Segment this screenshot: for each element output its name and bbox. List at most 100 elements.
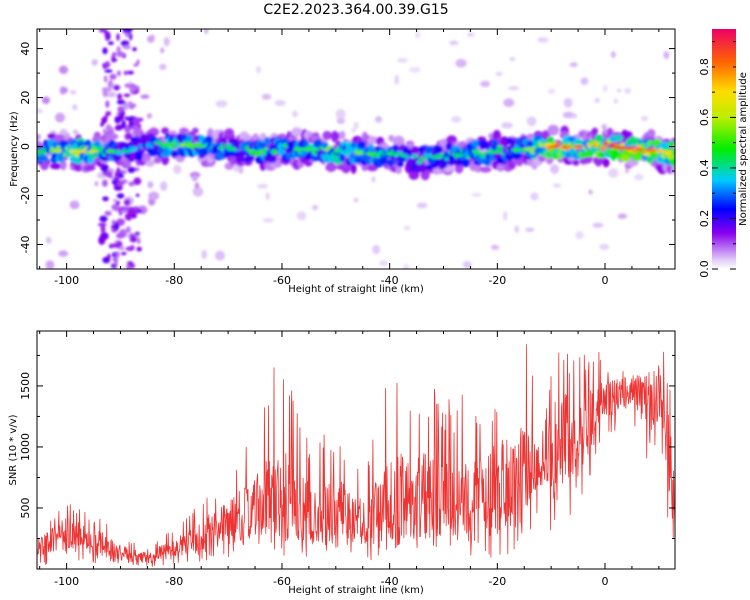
heat-cell [136,246,142,252]
heat-cell [102,179,108,187]
heat-cell [374,116,383,123]
colorbar-tick-label: 0.6 [698,109,711,127]
heat-cell [127,212,132,221]
heat-cell [392,144,399,152]
heat-cell [258,142,267,149]
heat-cell [354,151,364,155]
heat-cell [378,157,389,165]
heat-cell [610,51,616,58]
heat-cell [124,116,129,121]
heat-cell [129,33,133,41]
heat-cell [160,181,168,191]
heat-cell [580,77,589,86]
heat-cell [130,245,135,250]
x-tick-label: -100 [54,575,79,588]
heat-cell [392,152,400,156]
heat-cell [246,154,255,162]
heat-cell [96,146,104,152]
spectrogram-frame [36,28,676,270]
heat-cell [479,166,492,173]
heat-cell [411,154,419,159]
heat-cell [160,47,165,54]
heat-cell [91,59,98,66]
heat-cell [102,256,111,264]
heat-cell [526,116,537,127]
heat-cell [109,73,117,80]
heat-cell [133,177,142,185]
heat-cell [94,181,99,187]
heat-cell [50,162,62,170]
heat-cell [116,51,125,58]
heat-cell [114,126,123,131]
heat-cell [120,251,127,256]
heat-cell [365,152,376,156]
heat-cell [114,115,121,124]
heat-cell [419,157,428,161]
x-tick-label: -20 [488,575,506,588]
heat-cell [124,83,132,88]
heat-cell [495,71,503,77]
heat-cell [173,164,182,174]
heat-cell [624,87,631,94]
heat-cell [326,162,336,171]
snr-y-axis-label: SNR (10 * v/v) [8,414,19,485]
heat-cell [480,80,491,87]
x-tick-label: -60 [273,575,291,588]
heat-cell [246,149,256,153]
heat-cell [116,70,121,77]
heat-cell [69,149,76,153]
heat-cell [116,167,121,175]
heat-cell [353,121,359,130]
heat-cell [293,147,305,151]
heat-cell [608,168,619,178]
heat-cell [40,154,49,163]
heat-cell [123,70,128,76]
heat-cell [102,88,108,98]
heat-cell [530,192,539,201]
heat-cell [46,236,52,244]
heat-cell [117,181,124,187]
heat-cell [58,250,69,257]
heat-cell [113,85,120,91]
heat-cell [133,63,139,67]
heat-cell [291,127,303,137]
heat-cell [647,128,656,139]
heat-cell [215,100,228,108]
heat-cell [107,41,114,46]
x-tick-label: -20 [488,274,506,287]
heat-cell [265,192,270,201]
spectrogram-y-axis-label: Frequency (Hz) [9,111,20,187]
heat-cell [124,206,131,211]
heat-cell [72,104,78,111]
heat-cell [616,88,622,93]
heat-cell [123,198,131,206]
heat-cell [112,52,117,56]
heat-cell [204,29,209,34]
heat-cell [585,150,594,158]
heat-cell [662,150,673,154]
heat-cell [435,145,444,153]
heat-cell [410,146,420,155]
heat-cell [117,106,124,113]
heat-cell [336,117,345,125]
heat-cell [547,124,560,136]
heat-cell [655,149,663,153]
heat-cell [453,153,464,157]
heat-cell [592,222,604,228]
heat-cell [115,251,120,258]
heat-cell [625,167,629,174]
heat-cell [126,226,131,234]
x-tick-label: 0 [602,575,609,588]
heat-cell [116,99,126,105]
heat-cell [397,161,404,168]
heat-cell [563,98,573,108]
heat-cell [37,149,45,153]
heat-cell [525,227,535,232]
heat-cell [549,145,559,149]
heat-cell [111,58,118,62]
heat-cell [641,115,649,122]
heat-cell [571,113,578,119]
heat-cell [134,231,140,236]
colorbar-ticks [712,41,736,270]
heat-cell [339,130,346,140]
